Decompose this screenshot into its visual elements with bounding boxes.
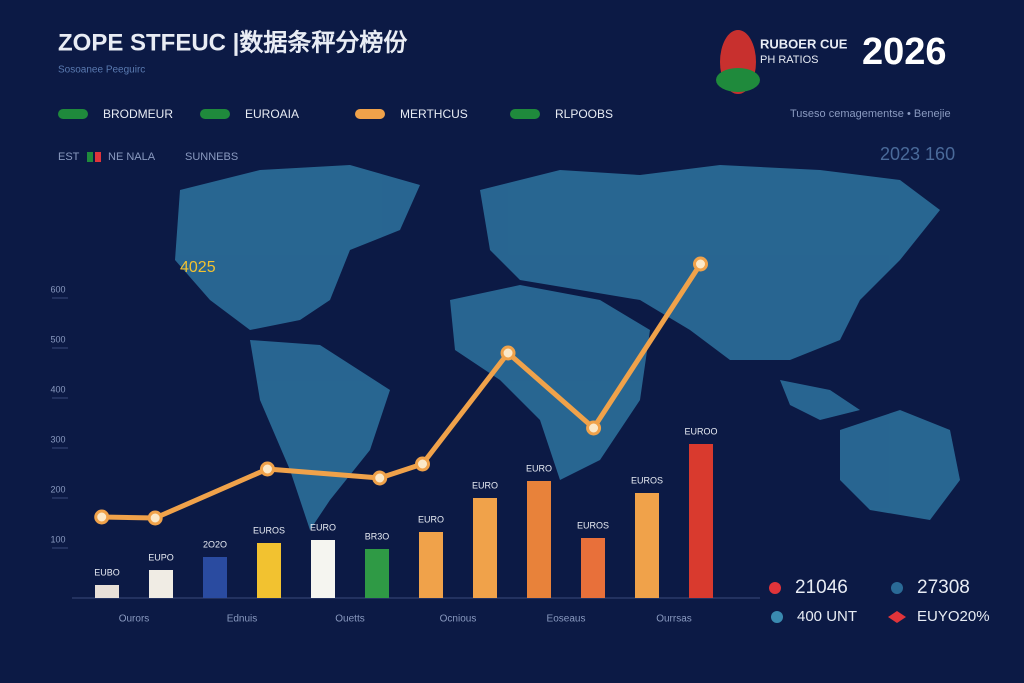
subtitle: Sosoanee Peeguirc — [58, 65, 145, 76]
side-value: 2023 160 — [880, 144, 955, 164]
legend-swatch — [510, 109, 540, 119]
line-point — [94, 509, 110, 525]
bar-label: EUPO — [148, 552, 174, 562]
world-map — [175, 165, 960, 530]
bar-label: BR3O — [365, 531, 390, 541]
logo-text: RUBOER CUE — [760, 36, 848, 51]
legend-sub: EST — [58, 151, 80, 163]
legend-label: BRODMEUR — [103, 107, 173, 121]
bar-label: EURO — [526, 463, 552, 473]
map-label: 4025 — [180, 259, 216, 276]
line-point — [259, 461, 275, 477]
bar — [365, 549, 389, 598]
logo-mark — [716, 68, 760, 92]
legend-label: RLPOOBS — [555, 107, 613, 121]
bar — [149, 570, 173, 598]
bar-label: EUROO — [684, 426, 717, 436]
stat-icon — [771, 611, 783, 623]
line-point — [372, 470, 388, 486]
bar-label: EUROS — [577, 520, 609, 530]
bar — [527, 481, 551, 598]
bar — [257, 543, 281, 598]
bar — [419, 532, 443, 598]
stat-value: EUYO20% — [917, 608, 990, 625]
legend-swatch — [200, 109, 230, 119]
bar — [95, 585, 119, 598]
x-tick-label: Ednuis — [227, 614, 258, 625]
bar — [473, 498, 497, 598]
bar-label: EUROS — [253, 525, 285, 535]
bar-label: EUBO — [94, 567, 120, 577]
legend-sub-swatch — [87, 152, 93, 162]
bar — [635, 493, 659, 598]
y-tick-label: 400 — [50, 384, 65, 394]
line — [101, 262, 703, 521]
stat-icon — [888, 611, 906, 623]
x-tick-label: Ourrsas — [656, 614, 692, 625]
year: 2026 — [862, 31, 947, 73]
x-tick-label: Ouetts — [335, 614, 364, 625]
title: ZOPE STFEUC |数据条秤分榜份 — [58, 28, 408, 56]
bar-label: EURO — [310, 522, 336, 532]
legend-sub: NE NALA — [108, 151, 156, 163]
bar-label: EURO — [472, 480, 498, 490]
legend-swatch — [355, 109, 385, 119]
bar — [311, 540, 335, 598]
stat-value: 400 UNT — [797, 608, 857, 625]
bar — [689, 444, 713, 598]
line-point — [415, 456, 430, 472]
bar — [581, 538, 605, 598]
bar-label: EUROS — [631, 475, 663, 485]
y-tick-label: 600 — [50, 284, 65, 294]
legend-label: EUROAIA — [245, 107, 299, 121]
logo — [716, 30, 760, 94]
y-tick-label: 300 — [50, 434, 65, 444]
stat-value: 27308 — [917, 577, 970, 598]
legend-swatch — [58, 109, 88, 119]
legend-label: MERTHCUS — [400, 107, 468, 121]
tagline: Tuseso cemagementse • Benejie — [790, 108, 951, 120]
x-tick-label: Ourors — [119, 614, 150, 625]
legend-sub-swatch — [95, 152, 101, 162]
stat-value: 21046 — [795, 577, 848, 598]
logo-text: PH RATIOS — [760, 54, 818, 66]
y-tick-label: 200 — [50, 484, 65, 494]
line-point — [586, 420, 602, 436]
line-point — [500, 345, 516, 361]
x-tick-label: Eoseaus — [547, 614, 586, 625]
stat-icon — [769, 582, 781, 594]
line-point — [147, 510, 163, 526]
bar-label: 2O2O — [203, 539, 227, 549]
bar — [203, 557, 227, 598]
bar-label: EURO — [418, 514, 444, 524]
legend-sub: SUNNEBS — [185, 151, 238, 163]
x-tick-label: Ocnious — [440, 614, 477, 625]
stat-icon — [891, 582, 903, 594]
line-point — [693, 256, 708, 272]
y-tick-label: 500 — [50, 334, 65, 344]
y-tick-label: 100 — [50, 534, 65, 544]
